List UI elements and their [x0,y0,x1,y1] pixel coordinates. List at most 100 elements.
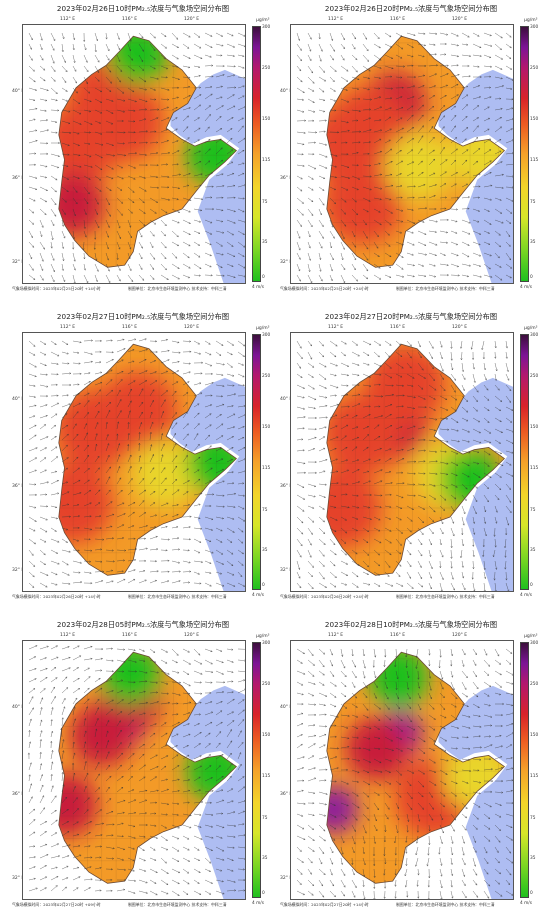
pm25-map [291,333,513,591]
colorbar-tick: 150 [262,733,270,738]
map-frame [22,640,246,900]
lon-label: 120° E [184,17,199,22]
colorbar-tick: 35 [530,548,535,553]
panel-footer: 气象场模拟时间：2023年02月26日20时 +24小时 制图单位：北京市生态环… [280,594,516,600]
lon-label: 116° E [390,325,405,330]
colorbar [520,642,529,898]
concentration-hotspot [98,372,178,452]
footer-org: 制图单位：北京市生态环境监测中心 技术支持：中科三清 [396,594,495,600]
lon-label: 120° E [184,633,199,638]
lon-label: 116° E [390,17,405,22]
pm25-map [23,333,245,591]
footer-org: 制图单位：北京市生态环境监测中心 技术支持：中科三清 [128,594,227,600]
colorbar-tick: 0 [262,583,265,588]
colorbar [520,334,529,590]
concentration-hotspot [34,773,98,837]
colorbar-tick: 115 [262,466,270,471]
colorbar-tick: 0 [530,275,533,280]
panel-footer: 气象场模拟时间：2023年02月25日20时 +14小时 制图单位：北京市生态环… [12,286,248,292]
colorbar-tick: 115 [530,158,538,163]
colorbar-unit: μg/m³ [524,18,537,23]
map-frame [290,24,514,284]
map-frame [22,332,246,592]
pm25-map [23,641,245,899]
colorbar-tick: 150 [262,117,270,122]
colorbar-tick: 115 [530,466,538,471]
colorbar-tick: 250 [262,374,270,379]
concentration-hotspot [323,394,403,474]
panel-title: 2023年02月27日20时PM₂.₅浓度与气象场空间分布图 [280,312,542,322]
colorbar [252,642,261,898]
colorbar [520,26,529,282]
panel-title: 2023年02月26日20时PM₂.₅浓度与气象场空间分布图 [280,4,542,14]
colorbar-unit: μg/m³ [524,326,537,331]
colorbar-tick: 0 [530,583,533,588]
colorbar-tick: 300 [530,25,538,30]
lon-label: 120° E [452,325,467,330]
map-panel: 2023年02月27日10时PM₂.₅浓度与气象场空间分布图 112° E 11… [12,312,274,608]
lon-label: 112° E [60,325,75,330]
colorbar-tick: 115 [262,774,270,779]
lon-label: 120° E [184,325,199,330]
wind-scale-label: 4 m/s [252,901,264,906]
map-panel: 2023年02月28日10时PM₂.₅浓度与气象场空间分布图 112° E 11… [280,620,542,916]
colorbar-unit: μg/m³ [524,634,537,639]
colorbar-tick: 250 [530,374,538,379]
colorbar-tick: 150 [530,117,538,122]
map-panel: 2023年02月26日20时PM₂.₅浓度与气象场空间分布图 112° E 11… [280,4,542,300]
map-frame [290,640,514,900]
panel-footer: 气象场模拟时间：2023年02月27日20时 +09小时 制图单位：北京市生态环… [12,902,248,908]
wind-scale-label: 4 m/s [520,593,532,598]
colorbar-tick: 115 [530,774,538,779]
pm25-map [23,25,245,283]
colorbar-tick: 75 [262,200,267,205]
footer-org: 制图单位：北京市生态环境监测中心 技术支持：中科三清 [128,902,227,908]
wind-scale-label: 4 m/s [252,285,264,290]
panel-title: 2023年02月27日10时PM₂.₅浓度与气象场空间分布图 [12,312,274,322]
map-panel: 2023年02月27日20时PM₂.₅浓度与气象场空间分布图 112° E 11… [280,312,542,608]
colorbar-tick: 75 [262,508,267,513]
footer-model-time: 气象场模拟时间：2023年02月27日20时 +14小时 [280,902,369,907]
map-frame [22,24,246,284]
lon-label: 116° E [122,633,137,638]
lon-label: 116° E [122,17,137,22]
colorbar-unit: μg/m³ [256,634,269,639]
lon-label: 120° E [452,17,467,22]
lon-label: 112° E [328,17,343,22]
colorbar-tick: 35 [530,856,535,861]
map-frame [290,332,514,592]
colorbar-tick: 300 [262,25,270,30]
panel-footer: 气象场模拟时间：2023年02月26日20时 +14小时 制图单位：北京市生态环… [12,594,248,600]
pm25-map [291,641,513,899]
colorbar-tick: 75 [530,200,535,205]
colorbar-tick: 300 [262,333,270,338]
lon-label: 112° E [60,17,75,22]
panel-footer: 气象场模拟时间：2023年02月27日20时 +14小时 制图单位：北京市生态环… [280,902,516,908]
lon-label: 112° E [328,325,343,330]
colorbar-tick: 250 [530,66,538,71]
colorbar [252,334,261,590]
colorbar-tick: 35 [262,856,267,861]
footer-model-time: 气象场模拟时间：2023年02月25日20时 +24小时 [280,286,369,291]
colorbar-tick: 0 [262,891,265,896]
colorbar-tick: 150 [530,733,538,738]
colorbar-tick: 250 [530,682,538,687]
colorbar-tick: 75 [262,816,267,821]
colorbar-tick: 75 [530,508,535,513]
colorbar-tick: 150 [530,425,538,430]
colorbar-tick: 35 [262,240,267,245]
colorbar [252,26,261,282]
colorbar-unit: μg/m³ [256,326,269,331]
footer-org: 制图单位：北京市生态环境监测中心 技术支持：中科三清 [396,902,495,908]
panel-title: 2023年02月28日10时PM₂.₅浓度与气象场空间分布图 [280,620,542,630]
lon-label: 112° E [328,633,343,638]
footer-org: 制图单位：北京市生态环境监测中心 技术支持：中科三清 [396,286,495,292]
panel-title: 2023年02月28日05时PM₂.₅浓度与气象场空间分布图 [12,620,274,630]
colorbar-unit: μg/m³ [256,18,269,23]
footer-model-time: 气象场模拟时间：2023年02月27日20时 +09小时 [12,902,101,907]
concentration-hotspot [310,785,358,833]
colorbar-tick: 250 [262,66,270,71]
concentration-hotspot [386,132,454,200]
wind-scale-label: 4 m/s [252,593,264,598]
